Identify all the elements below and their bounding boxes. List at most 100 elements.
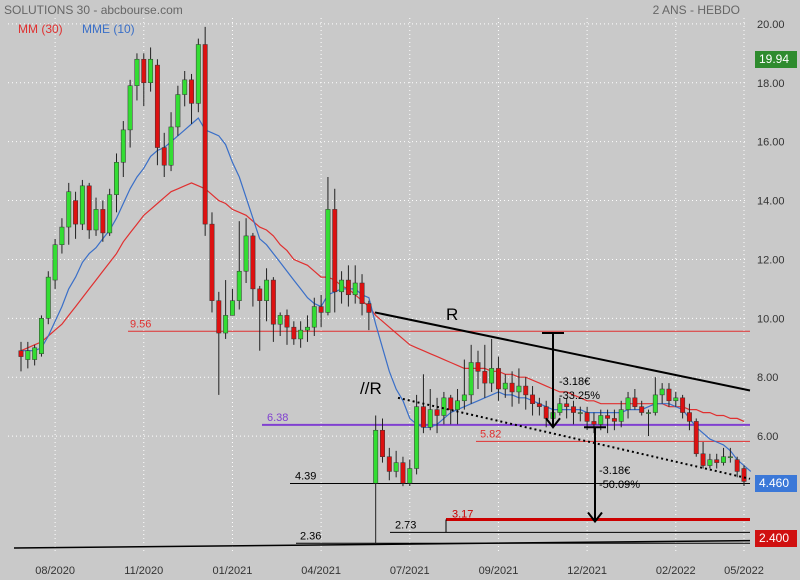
- candle-body: [264, 279, 269, 301]
- x-tick-label: 04/2021: [301, 565, 341, 577]
- candle-body: [66, 191, 72, 228]
- current-price-badge: 4.460: [755, 475, 797, 492]
- candle-body: [277, 315, 283, 325]
- candle-body: [345, 279, 351, 296]
- candle-body: [189, 79, 194, 104]
- candle-body: [673, 397, 679, 402]
- candle-body: [605, 415, 611, 419]
- level-label: 5.82: [480, 428, 501, 440]
- x-tick-label: 12/2021: [567, 565, 607, 577]
- legend-ema10: MME (10): [82, 22, 135, 36]
- candle-body: [420, 406, 426, 428]
- resistance-label: R: [446, 305, 458, 324]
- candle-body: [107, 194, 113, 234]
- x-tick-label: 08/2020: [35, 565, 75, 577]
- candle-body: [502, 382, 508, 390]
- candle-body: [441, 397, 447, 416]
- last-price-badge: 19.94: [755, 51, 797, 68]
- candle-body: [516, 385, 522, 393]
- candle-body: [680, 397, 686, 413]
- candle-body: [359, 282, 365, 304]
- y-tick-label: 12.00: [757, 254, 785, 266]
- candle-body: [707, 459, 713, 466]
- candle-body: [39, 318, 44, 354]
- candle-body: [366, 303, 372, 313]
- x-tick-label: 07/2021: [390, 565, 430, 577]
- candle-body: [509, 382, 515, 393]
- measure1-percent: -33.25%: [559, 390, 600, 402]
- candle-body: [202, 44, 208, 225]
- candle-body: [407, 468, 413, 484]
- measure2-arrowhead: [587, 511, 603, 524]
- candle-body: [434, 409, 440, 416]
- candle-body: [25, 350, 31, 360]
- y-tick-label: 10.00: [757, 313, 785, 325]
- candle-body: [591, 421, 597, 425]
- candle-body: [734, 459, 740, 472]
- candle-body: [352, 282, 358, 296]
- measure2-amount: -3.18€: [599, 465, 630, 477]
- candle-body: [557, 403, 563, 413]
- level-label: 6.38: [267, 412, 288, 424]
- candle-body: [611, 418, 617, 422]
- candle-body: [646, 412, 651, 414]
- candle-body: [284, 315, 290, 328]
- candle-body: [18, 350, 24, 357]
- candle-body: [250, 235, 256, 290]
- candle-body: [564, 403, 570, 407]
- candle-body: [318, 306, 324, 313]
- candle-body: [489, 368, 495, 384]
- y-tick-label: 6.00: [757, 431, 778, 443]
- candle-body: [154, 64, 160, 148]
- level-label: 3.17: [452, 508, 473, 520]
- candle-body: [693, 421, 699, 455]
- level-label: 4.39: [295, 471, 316, 483]
- y-tick-label: 18.00: [757, 78, 785, 90]
- candle-body: [571, 406, 576, 413]
- candle-body: [482, 371, 488, 384]
- candle-body: [257, 288, 263, 301]
- candle-body: [448, 397, 454, 410]
- candle-body: [496, 368, 501, 390]
- candle-body: [175, 94, 181, 128]
- candle-body: [414, 406, 420, 469]
- candle-body: [305, 326, 310, 331]
- candle-body: [79, 185, 85, 225]
- candle-body: [148, 58, 154, 84]
- candle-body: [666, 388, 672, 402]
- candle-body: [291, 326, 297, 340]
- candle-body: [339, 279, 345, 293]
- ma30-line: [20, 182, 745, 422]
- candle-body: [536, 403, 542, 407]
- x-tick-label: 09/2021: [479, 565, 519, 577]
- candle-body: [59, 226, 65, 245]
- candle-body: [100, 209, 106, 234]
- resistance-line: [374, 311, 751, 392]
- candle-body: [127, 85, 133, 131]
- candle-body: [332, 209, 338, 293]
- candle-body: [455, 400, 460, 410]
- candle-body: [270, 279, 276, 325]
- candle-body: [236, 270, 242, 301]
- candle-body: [598, 415, 604, 425]
- level-label: 2.36: [300, 530, 321, 542]
- period-label: 2 ANS - HEBDO: [652, 3, 740, 17]
- candle-body: [700, 453, 706, 466]
- candle-body: [584, 412, 590, 422]
- x-tick-label: 05/2022: [724, 565, 764, 577]
- candle-body: [475, 362, 481, 372]
- candle-body: [468, 362, 474, 396]
- candle-body: [530, 394, 536, 404]
- candle-body: [243, 235, 249, 272]
- y-tick-label: 20.00: [757, 19, 785, 31]
- chart-title: SOLUTIONS 30 - abcbourse.com: [4, 3, 183, 17]
- candle-body: [461, 394, 467, 402]
- candle-body: [52, 244, 58, 281]
- candle-body: [618, 409, 624, 422]
- candle-body: [523, 385, 529, 396]
- candle-body: [32, 347, 38, 360]
- candle-body: [714, 459, 720, 463]
- x-tick-label: 02/2022: [656, 565, 696, 577]
- candle-body: [373, 429, 379, 484]
- x-tick-label: 11/2020: [124, 565, 163, 577]
